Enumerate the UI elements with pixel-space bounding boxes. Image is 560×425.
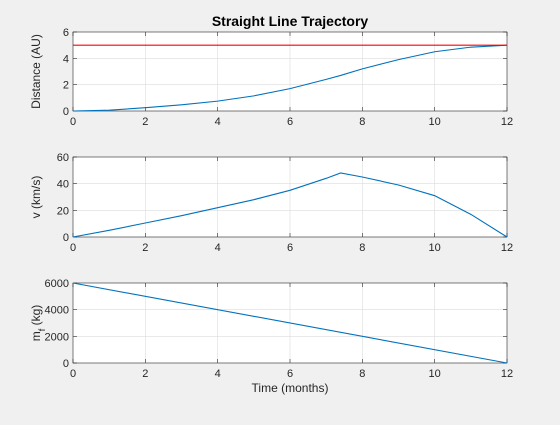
y-tick-label: 2000 [45,331,69,343]
y-tick-label: 0 [63,106,69,118]
x-tick-label: 12 [501,116,513,128]
y-tick-label: 40 [57,179,69,191]
x-tick-label: 6 [287,368,293,380]
y-tick-label: 0 [63,232,69,244]
x-tick-label: 12 [501,368,513,380]
x-tick-label: 8 [359,116,365,128]
y-tick-label: 4 [63,53,69,65]
series-line-1 [72,44,508,112]
series-line-1 [72,172,508,238]
subplot-1: 0 2 4 6 8 10 12 0 2 4 6 Distance (AU) Straight Line … [29,13,513,128]
y-tick-label: 4000 [45,305,69,317]
x-tick-label: 6 [287,116,293,128]
x-tick-label: 0 [70,242,76,254]
x-tick-label: 10 [429,242,441,254]
subplot-3: 0 2 4 6 8 10 12 0 2000 4000 6000 mf (kg) Time (month… [29,278,513,395]
y-tick-label: 20 [57,205,69,217]
x-tick-label: 4 [215,242,221,254]
y-tick-label: 2 [63,80,69,92]
x-tick-label: 6 [287,242,293,254]
x-tick-label: 2 [142,368,148,380]
x-tick-label: 2 [142,242,148,254]
x-tick-label: 2 [142,116,148,128]
x-tick-label: 8 [359,242,365,254]
subplot-2: 0 2 4 6 8 10 12 0 20 40 60 v (km/s) [29,152,513,254]
y-tick-label: 0 [63,358,69,370]
x-tick-label: 8 [359,368,365,380]
x-tick-label: 10 [429,368,441,380]
y-axis-label: Distance (AU) [29,34,43,109]
y-tick-label: 6 [63,27,69,39]
x-tick-label: 4 [215,368,221,380]
x-tick-label: 12 [501,242,513,254]
x-tick-label: 10 [429,116,441,128]
y-axis-label: mf (kg) [29,305,47,342]
y-tick-label: 60 [57,152,69,164]
x-tick-label: 0 [70,368,76,380]
x-axis-label: Time (months) [252,381,329,395]
y-tick-label: 6000 [45,278,69,290]
series-line-1 [72,282,508,364]
y-axis-label: v (km/s) [29,176,43,219]
x-tick-label: 0 [70,116,76,128]
x-tick-label: 4 [215,116,221,128]
chart-title: Straight Line Trajectory [212,13,369,29]
